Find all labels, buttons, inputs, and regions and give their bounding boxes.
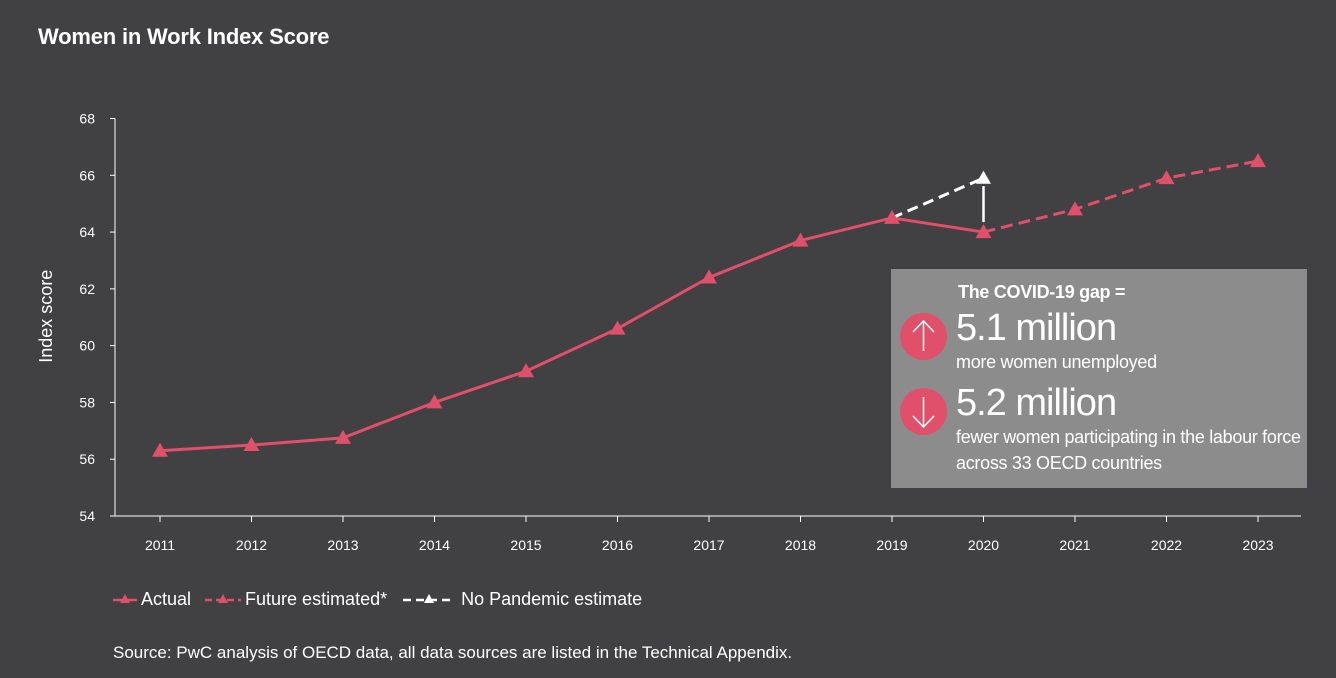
marker-actual-2019	[884, 209, 900, 224]
x-tick-label: 2015	[510, 537, 541, 553]
unemployed-description: more women unemployed	[956, 352, 1157, 372]
x-tick-label: 2013	[327, 537, 358, 553]
marker-no-pandemic-2020	[976, 170, 991, 184]
legend-no-pandemic: No Pandemic estimate	[401, 589, 642, 610]
legend-actual-label: Actual	[141, 588, 192, 609]
marker-future-estimated-2021	[1067, 201, 1083, 216]
x-tick-label: 2014	[419, 537, 450, 553]
x-tick-label: 2016	[602, 537, 633, 553]
y-axis-title: Index score	[36, 270, 56, 363]
participation-description: fewer women participating in the labour …	[956, 427, 1301, 473]
series-line-actual	[159, 216, 984, 453]
x-tick-label: 2012	[236, 537, 267, 553]
series-line-no-pandemic	[891, 176, 985, 220]
legend-actual-swatch	[113, 594, 137, 603]
x-tick-label: 2011	[145, 537, 175, 553]
legend-actual: Actual	[113, 589, 191, 610]
y-tick-label: 60	[79, 338, 95, 354]
x-tick-label: 2019	[876, 537, 907, 553]
participation-value: 5.2 million	[956, 382, 1117, 424]
series-line-future-estimated	[983, 159, 1259, 234]
x-tick-label: 2022	[1151, 537, 1182, 553]
x-tick-label: 2017	[693, 537, 724, 553]
legend-future-swatch	[205, 594, 242, 603]
marker-future-estimated-2022	[1158, 170, 1175, 185]
callout-heading: The COVID-19 gap =	[958, 282, 1126, 302]
arrow-down-icon	[900, 388, 947, 435]
y-tick-label: 54	[79, 508, 95, 524]
y-tick-label: 62	[79, 281, 95, 297]
x-tick-label: 2020	[968, 537, 999, 553]
marker-actual-2013	[335, 429, 351, 444]
marker-actual-2016	[609, 320, 626, 335]
legend-future: Future estimated*	[205, 589, 387, 610]
x-tick-label: 2018	[785, 537, 816, 553]
x-tick-label: 2023	[1242, 537, 1273, 553]
y-tick-label: 68	[79, 111, 95, 127]
marker-future-estimated-2023	[1250, 153, 1266, 168]
legend-no-pandemic-label: No Pandemic estimate	[461, 588, 643, 609]
chart-title: Women in Work Index Score	[38, 24, 330, 49]
y-tick-label: 58	[79, 394, 95, 410]
y-tick-label: 64	[79, 224, 95, 240]
marker-actual-2012	[243, 437, 260, 452]
unemployed-value: 5.1 million	[956, 307, 1117, 349]
chart-legend: Actual Future estimated* No Pandemic est…	[113, 588, 656, 610]
marker-actual-2018	[792, 232, 809, 247]
y-tick-label: 56	[79, 451, 95, 467]
marker-actual-2014	[426, 394, 443, 409]
y-tick-label: 66	[79, 167, 95, 183]
marker-actual-2011	[152, 442, 168, 457]
marker-actual-2015	[518, 363, 534, 378]
x-tick-label: 2021	[1059, 537, 1090, 553]
marker-actual-2017	[701, 269, 717, 284]
arrow-up-icon	[900, 313, 947, 360]
covid-gap-callout: The COVID-19 gap = 5.1 million more wome…	[891, 269, 1307, 488]
legend-future-label: Future estimated*	[245, 588, 388, 609]
source-note: Source: PwC analysis of OECD data, all d…	[113, 643, 793, 662]
legend-no-pandemic-swatch	[403, 594, 456, 603]
marker-actual-2020	[975, 224, 992, 239]
